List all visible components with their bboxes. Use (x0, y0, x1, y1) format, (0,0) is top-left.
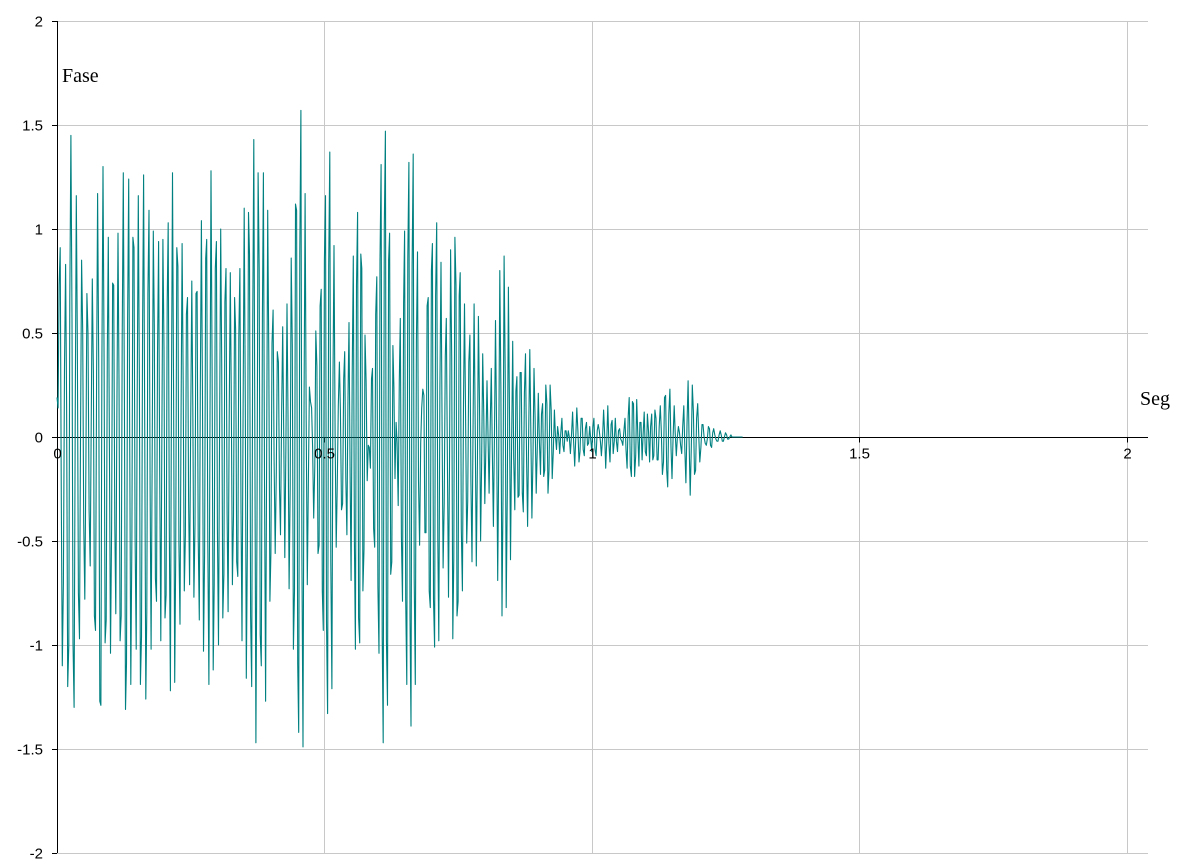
series (56, 109, 743, 748)
y-tick-label: -1 (30, 638, 43, 655)
y-tick-label: 0.5 (22, 326, 43, 343)
y-tick-label: -0.5 (17, 534, 43, 551)
x-tick-label: 1.5 (849, 446, 870, 463)
grid (57, 21, 1148, 854)
x-tick-label: 0 (53, 446, 61, 463)
y-tick-label: 1 (35, 222, 43, 239)
y-tick-label: -2 (30, 846, 43, 861)
x-tick-label: 2 (1123, 446, 1131, 463)
y-axis-title: Fase (62, 65, 99, 87)
y-tick-label: 1.5 (22, 118, 43, 135)
y-tick-label: -1.5 (17, 742, 43, 759)
x-tick-label: 0.5 (314, 446, 335, 463)
y-tick-label: 2 (35, 14, 43, 31)
tick-labels: 2 1.5 1 0.5 0 -0.5 -1 -1.5 -2 0 0.5 1 1.5 2 (17, 14, 1132, 861)
x-axis-title: Seg (1140, 388, 1170, 410)
x-tick-label: 1 (588, 446, 596, 463)
y-tick-label: 0 (35, 430, 43, 447)
series-line (56, 109, 743, 748)
